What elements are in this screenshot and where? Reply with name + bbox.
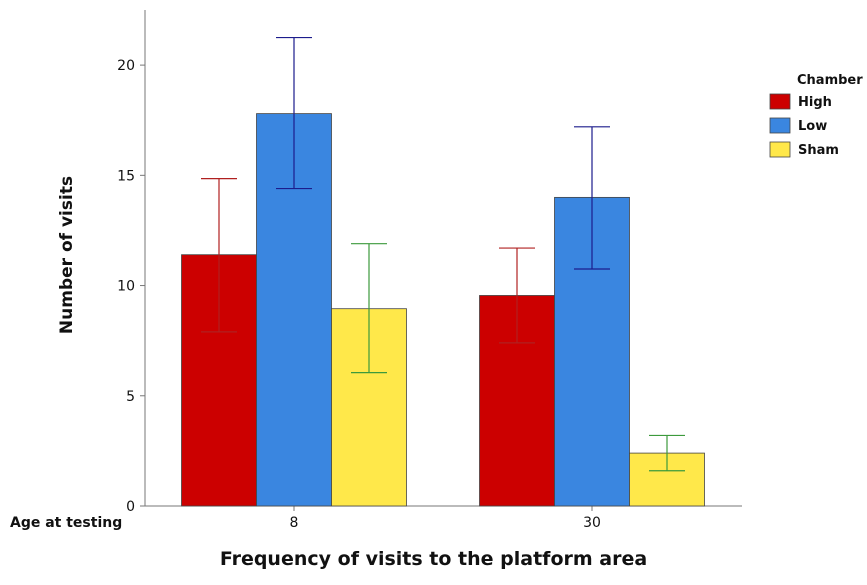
error-bars [201, 36, 685, 472]
x-tick-label: 30 [583, 515, 601, 531]
chart-caption: Frequency of visits to the platform area [219, 548, 648, 570]
x-tick-label: 8 [290, 515, 299, 531]
legend-label-low: Low [798, 119, 827, 134]
y-tick-label: 15 [117, 168, 135, 184]
y-tick-label: 0 [126, 499, 135, 515]
legend-swatch-sham [769, 141, 791, 158]
legend-swatch-high [769, 93, 791, 110]
legend: Chamber High Low Sham [769, 73, 863, 158]
legend-label-sham: Sham [798, 143, 839, 158]
legend-swatch-low [769, 117, 791, 134]
legend-title: Chamber [797, 73, 863, 88]
y-tick-label: 10 [117, 279, 135, 295]
y-tick-label: 20 [117, 58, 135, 74]
bars [181, 113, 705, 507]
y-axis-title: Number of visits [57, 176, 77, 334]
y-tick-label: 5 [126, 389, 135, 405]
legend-label-high: High [798, 95, 832, 110]
bar-chart: 0 5 10 15 20 8 30 Number of visits Age at test… [10, 10, 863, 531]
group-axis-title: Age at testing [10, 515, 122, 531]
